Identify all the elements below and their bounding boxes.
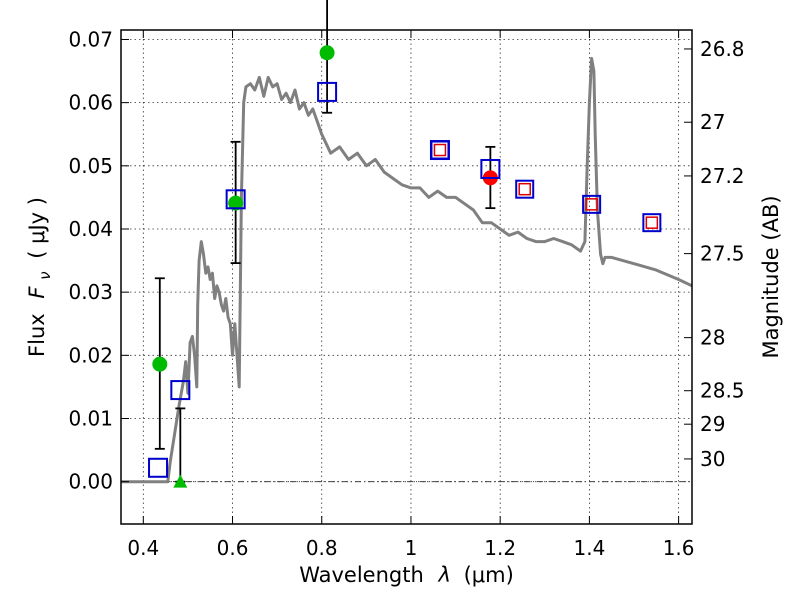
x-axis-unit: (μm) [464, 563, 514, 587]
y-tick-label: 0.03 [68, 280, 113, 304]
y-tick-label: 0.07 [68, 27, 113, 51]
y-tick-label: 0.05 [68, 154, 113, 178]
x-tick-label: 1.6 [663, 536, 695, 560]
right-axis-title: Magnitude (AB) [759, 195, 783, 358]
y-tick-label: 0.01 [68, 407, 113, 431]
blue-square-marker [225, 189, 246, 210]
y-tick-label: 0.02 [68, 343, 113, 367]
x-tick-label: 1.4 [573, 536, 605, 560]
y-axis-unit: ( μJy ) [25, 197, 49, 259]
right-tick-label: 26.8 [700, 37, 745, 61]
x-axis-title: Wavelength λ (μm) [299, 563, 514, 587]
y-tick-label: 0.06 [68, 91, 113, 115]
blue-square-marker [642, 213, 662, 233]
blue-square-marker [480, 158, 501, 179]
blue-square-marker [170, 380, 191, 401]
red-square-marker [433, 143, 447, 157]
blue-square-marker [430, 140, 450, 160]
blue-square-marker [582, 194, 602, 214]
red-square-marker [585, 198, 598, 211]
red-square-marker [518, 182, 531, 196]
right-tick-label: 27.5 [700, 242, 745, 266]
plot-frame [120, 29, 693, 525]
data-marks [148, 0, 662, 488]
right-tick-label: 28 [700, 326, 725, 350]
green-data-point [228, 195, 244, 211]
x-axis-label: Wavelength [299, 563, 424, 587]
x-tick-label: 1.2 [484, 536, 516, 560]
right-tick-label: 28.5 [700, 379, 745, 403]
right-tick-label: 30 [700, 447, 725, 471]
y-axis-subscript: ν [36, 271, 54, 279]
green-data-point [319, 45, 335, 61]
x-axis-symbol: λ [437, 563, 450, 587]
blue-square-marker [148, 457, 169, 478]
upper-limit-triangle [173, 474, 188, 488]
right-tick-label: 27.2 [700, 164, 745, 188]
right-tick-label: 29 [700, 412, 725, 436]
y-tick-label: 0.04 [68, 217, 113, 241]
x-tick-label: 0.4 [127, 536, 159, 560]
y-axis-label: Flux [25, 313, 49, 357]
green-data-point [152, 356, 168, 372]
y-tick-label: 0.00 [68, 470, 113, 494]
blue-square-marker [429, 140, 450, 161]
y-axis-title: Flux F ν ( μJy ) [25, 197, 55, 357]
blue-square-marker [515, 179, 535, 199]
x-tick-label: 0.6 [217, 536, 249, 560]
red-square-marker [645, 216, 659, 229]
right-tick-label: 27 [700, 110, 725, 134]
grid-lines [121, 30, 692, 524]
x-tick-label: 1 [405, 536, 418, 560]
axis-ticks: 0.4 0.6 0.8 1 1.2 1.4 1.6 0.00 0.01 0.02 0.03 0.04 0… [68, 27, 744, 560]
blue-square-marker [317, 81, 338, 102]
x-tick-label: 0.8 [306, 536, 338, 560]
model-sed-line [121, 56, 693, 484]
y-axis-symbol: F [25, 286, 49, 299]
